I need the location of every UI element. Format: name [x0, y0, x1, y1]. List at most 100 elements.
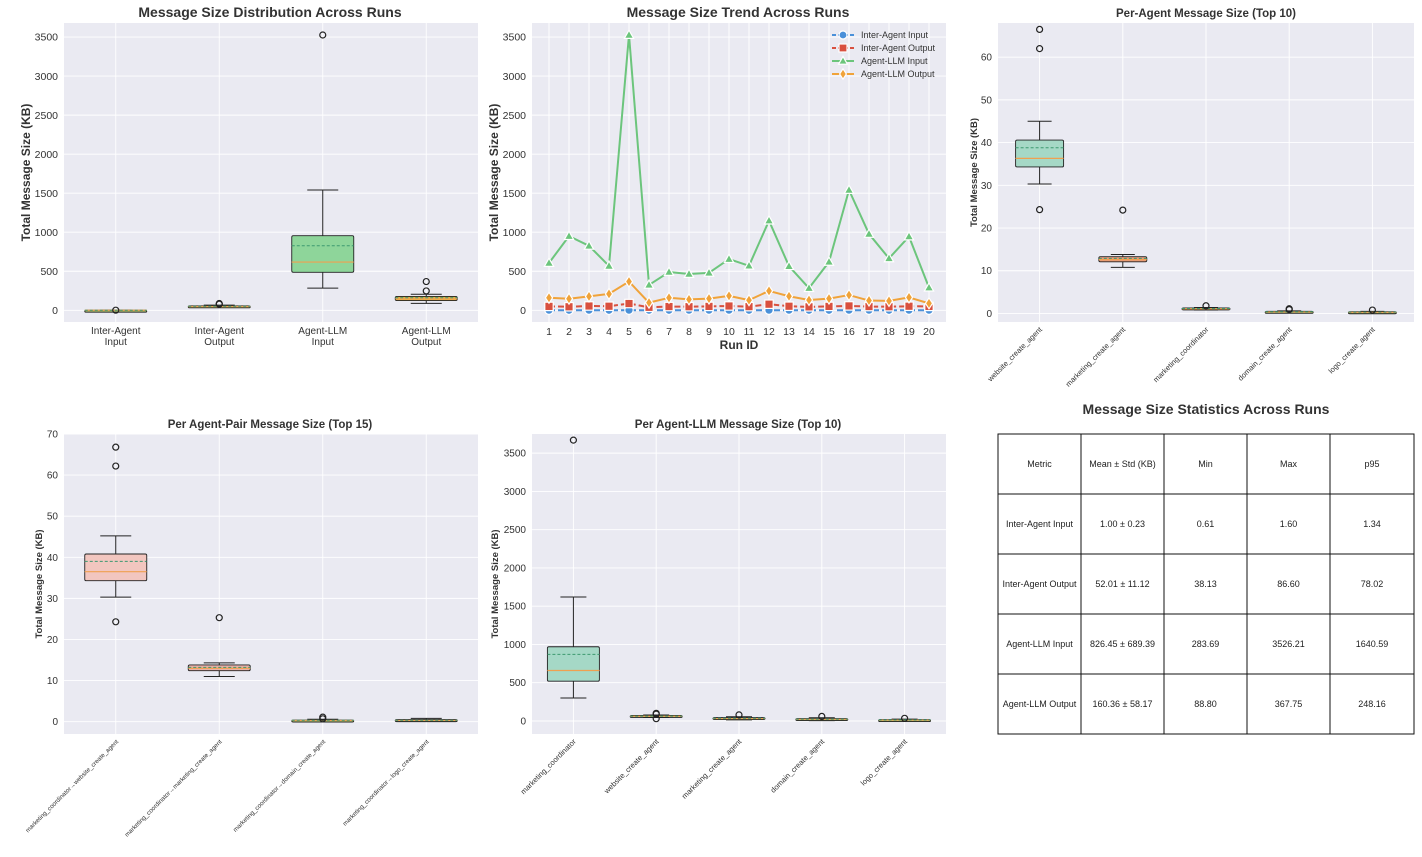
table-header-cell	[1246, 433, 1331, 495]
y-tick-label: 3000	[503, 71, 527, 83]
outlier-point	[652, 715, 660, 723]
table-header-text: Mean ± Std (KB)	[1089, 459, 1155, 469]
data-point	[863, 227, 875, 238]
x-tick-label: 8	[686, 326, 692, 338]
legend-label: Inter-Agent Input	[861, 30, 929, 40]
x-tick-label: 2	[566, 326, 572, 338]
y-tick-label: 3000	[35, 71, 59, 83]
data-point	[664, 291, 674, 305]
x-tick-label: 18	[883, 326, 895, 338]
y-tick-label: 20	[981, 224, 993, 235]
x-tick-label: logo_create_agent	[1327, 324, 1378, 375]
table-cell-text: Agent-LLM Input	[1006, 639, 1073, 649]
plot-area	[532, 23, 946, 322]
table-header-text: Metric	[1027, 459, 1052, 469]
y-tick-label: 70	[47, 430, 59, 441]
data-point	[604, 287, 614, 301]
outlier-point	[215, 299, 223, 308]
data-point	[784, 301, 794, 312]
y-tick-label: 2500	[503, 110, 527, 122]
y-tick-label: 1500	[35, 188, 59, 200]
outlier-point	[112, 306, 120, 314]
data-point	[763, 214, 775, 225]
table-cell	[1080, 553, 1165, 615]
x-tick-label: 13	[783, 326, 795, 338]
y-tick-label: 2500	[504, 525, 527, 536]
x-tick-label: marketing_coordinator→website_create_age…	[24, 738, 120, 834]
data-point	[823, 255, 835, 266]
table-cell-text: 38.13	[1194, 579, 1217, 589]
x-tick-label: marketing_create_agent	[680, 736, 744, 800]
data-point	[663, 265, 675, 276]
table-cell-text: Agent-LLM Output	[1003, 699, 1077, 709]
data-point	[544, 291, 554, 305]
x-tick-label: 19	[903, 326, 915, 338]
x-tick-label: marketing_create_agent	[1064, 324, 1128, 388]
data-point	[564, 292, 574, 306]
table-header-cell	[1080, 433, 1165, 495]
outlier-point	[818, 712, 826, 720]
box	[1015, 139, 1065, 168]
table-title: Message Size Statistics Across Runs	[1083, 401, 1330, 417]
table-cell-text: 88.80	[1194, 699, 1217, 709]
y-tick-label: 500	[509, 678, 526, 689]
box	[291, 235, 355, 273]
x-tick-label: Agent-LLM	[298, 326, 347, 337]
legend-label: Inter-Agent Output	[861, 43, 936, 53]
table-cell-text: Inter-Agent Output	[1002, 579, 1077, 589]
data-point	[563, 230, 575, 241]
data-point	[604, 301, 614, 312]
data-point	[644, 296, 654, 310]
table-cell-text: 1.34	[1363, 519, 1381, 529]
data-point	[643, 278, 655, 289]
y-tick-label: 3500	[504, 449, 527, 460]
y-tick-label: 500	[508, 266, 526, 278]
outlier-point	[1285, 305, 1293, 313]
y-axis-label: Total Message Size (KB)	[487, 104, 501, 242]
table-cell	[1329, 493, 1415, 555]
y-tick-label: 1000	[35, 227, 59, 239]
table-cell	[1329, 673, 1415, 735]
data-point	[903, 230, 915, 241]
data-point	[804, 293, 814, 307]
table-header-text: Max	[1280, 459, 1298, 469]
y-tick-label: 1500	[504, 602, 527, 613]
table-header-text: p95	[1364, 459, 1379, 469]
x-tick-label: 15	[823, 326, 835, 338]
y-tick-label: 50	[981, 95, 993, 106]
outlier-point	[1035, 206, 1044, 214]
y-tick-label: 0	[52, 717, 58, 728]
panel-agent-llm: Per Agent-LLM Message Size (Top 10) 0 500…	[490, 419, 946, 801]
table-cell	[997, 673, 1082, 735]
table-cell	[1246, 613, 1331, 675]
table-cell-text: 52.01 ± 11.12	[1095, 579, 1149, 589]
data-point	[603, 259, 615, 270]
y-axis-label: Total Message Size (KB)	[969, 118, 980, 227]
series-line	[548, 34, 930, 290]
y-tick-label: 1000	[503, 227, 527, 239]
outlier-point	[112, 443, 120, 451]
data-point	[724, 301, 734, 311]
outlier-point	[1035, 25, 1044, 34]
y-tick-label: 3500	[35, 32, 59, 44]
x-tick-label: 5	[626, 326, 632, 338]
x-tick-label: 9	[706, 326, 712, 338]
y-tick-label: 3000	[504, 487, 527, 498]
x-tick-label: 11	[744, 326, 755, 338]
table-cell-text: 1.60	[1280, 519, 1298, 529]
y-tick-label: 60	[47, 471, 59, 482]
table-cell	[1329, 613, 1415, 675]
plot-area	[64, 23, 478, 322]
outlier-point	[569, 436, 578, 444]
table-cell-text: 826.45 ± 689.39	[1090, 639, 1155, 649]
chart-title: Per Agent-Pair Message Size (Top 15)	[168, 419, 373, 431]
x-tick-label: domain_create_agent	[769, 736, 827, 794]
chart-title: Per Agent-LLM Message Size (Top 10)	[635, 419, 842, 431]
x-tick-label: website_create_agent	[985, 324, 1045, 384]
x-tick-label: Output	[411, 337, 441, 348]
table-cell	[1080, 613, 1165, 675]
plot-area	[64, 434, 478, 734]
y-tick-label: 20	[47, 635, 59, 646]
x-tick-label: 3	[586, 326, 592, 338]
